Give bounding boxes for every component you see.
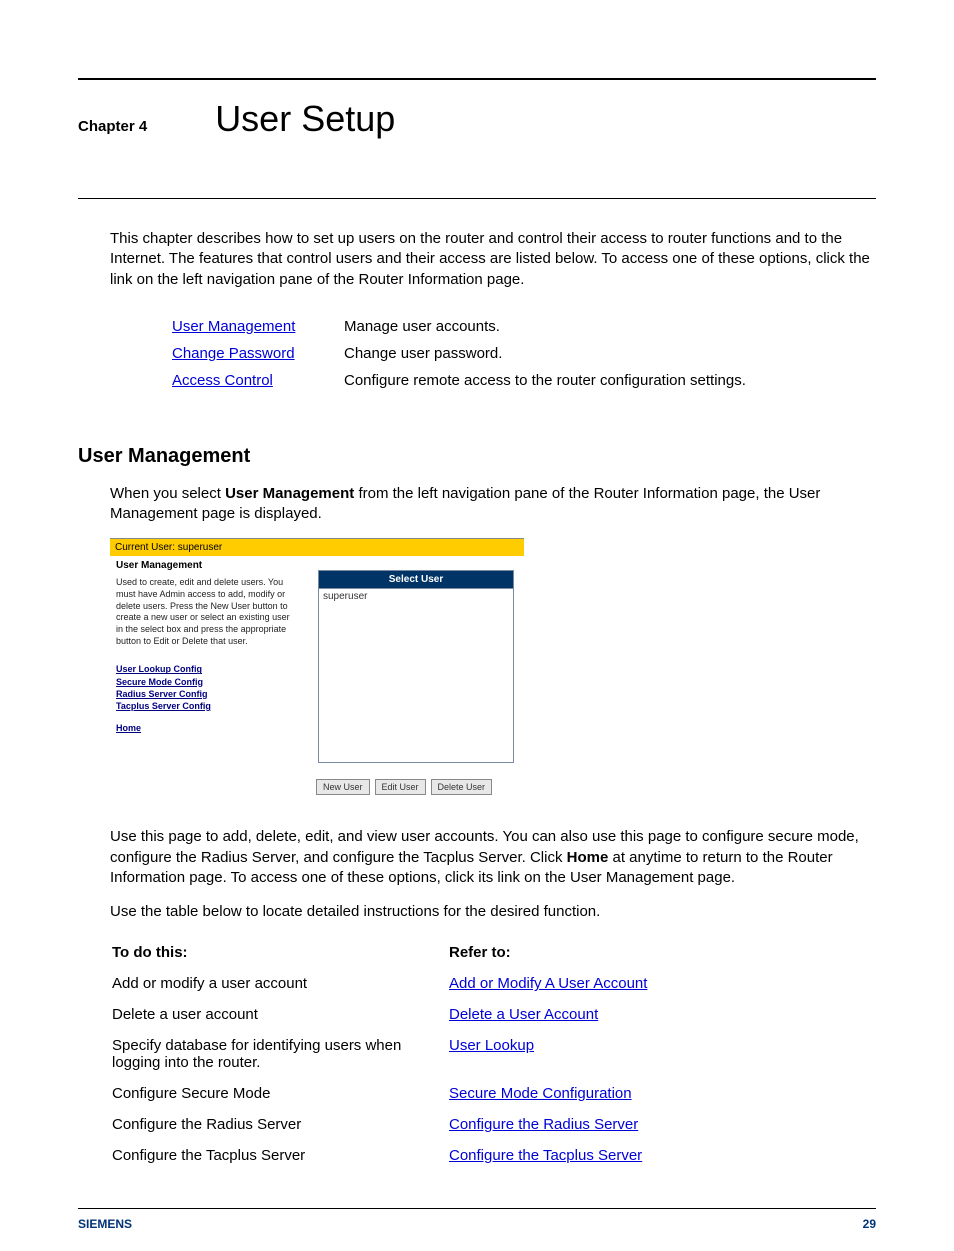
link-secure-mode[interactable]: Secure Mode Configuration (449, 1085, 632, 1102)
edit-user-button[interactable]: Edit User (375, 779, 426, 795)
ss-nav-tacplus[interactable]: Tacplus Server Config (116, 700, 298, 712)
link-delete-user[interactable]: Delete a User Account (449, 1006, 598, 1023)
footer: SIEMENS 29 (78, 1208, 876, 1231)
table-row: Configure the Tacplus Server Configure t… (112, 1141, 874, 1170)
ss-nav: User Lookup Config Secure Mode Config Ra… (116, 663, 298, 734)
bold-text: User Management (225, 485, 354, 502)
footer-brand: SIEMENS (78, 1217, 132, 1231)
intro-paragraph: This chapter describes how to set up use… (110, 229, 876, 290)
ref-head-right: Refer to: (449, 938, 874, 967)
feature-row: Change Password Change user password. (172, 341, 746, 366)
feature-row: Access Control Configure remote access t… (172, 368, 746, 393)
chapter-label: Chapter 4 (78, 118, 147, 135)
link-change-password[interactable]: Change Password (172, 345, 295, 362)
ss-banner: Current User: superuser (110, 539, 524, 556)
chapter-header: Chapter 4 User Setup (78, 98, 876, 140)
link-access-control[interactable]: Access Control (172, 372, 273, 389)
table-row: Delete a user account Delete a User Acco… (112, 1000, 874, 1029)
table-row: Add or modify a user account Add or Modi… (112, 969, 874, 998)
ref-left: Configure the Radius Server (112, 1110, 447, 1139)
ss-description: Used to create, edit and delete users. Y… (116, 577, 298, 647)
ss-nav-secure-mode[interactable]: Secure Mode Config (116, 676, 298, 688)
table-row: Configure Secure Mode Secure Mode Config… (112, 1079, 874, 1108)
delete-user-button[interactable]: Delete User (431, 779, 493, 795)
after-ss-para-2: Use the table below to locate detailed i… (110, 902, 876, 922)
feature-desc: Manage user accounts. (344, 314, 746, 339)
reference-table: To do this: Refer to: Add or modify a us… (110, 936, 876, 1172)
bold-text: Home (567, 849, 609, 866)
section-intro: When you select User Management from the… (110, 484, 876, 525)
ss-select-header: Select User (318, 570, 514, 588)
text: When you select (110, 485, 225, 502)
section-heading: User Management (78, 445, 876, 468)
feature-row: User Management Manage user accounts. (172, 314, 746, 339)
ss-title: User Management (116, 560, 298, 571)
top-rule (78, 78, 876, 80)
feature-desc: Change user password. (344, 341, 746, 366)
ref-left: Configure the Tacplus Server (112, 1141, 447, 1170)
chapter-title: User Setup (215, 98, 395, 140)
ss-nav-home[interactable]: Home (116, 722, 298, 734)
ss-nav-user-lookup[interactable]: User Lookup Config (116, 663, 298, 675)
ss-select-box[interactable]: superuser (318, 588, 514, 763)
ref-left: Configure Secure Mode (112, 1079, 447, 1108)
after-ss-para-1: Use this page to add, delete, edit, and … (110, 827, 876, 888)
ref-head-left: To do this: (112, 938, 447, 967)
footer-page: 29 (863, 1217, 876, 1231)
feature-table: User Management Manage user accounts. Ch… (170, 312, 748, 395)
mid-rule (78, 198, 876, 199)
feature-desc: Configure remote access to the router co… (344, 368, 746, 393)
link-radius-server[interactable]: Configure the Radius Server (449, 1116, 638, 1133)
link-add-modify-user[interactable]: Add or Modify A User Account (449, 975, 647, 992)
ref-left: Add or modify a user account (112, 969, 447, 998)
ref-left: Specify database for identifying users w… (112, 1031, 447, 1077)
ref-left: Delete a user account (112, 1000, 447, 1029)
embedded-screenshot: Current User: superuser User Management … (110, 538, 524, 803)
table-row: Configure the Radius Server Configure th… (112, 1110, 874, 1139)
ss-select-item[interactable]: superuser (323, 591, 509, 602)
ss-nav-radius[interactable]: Radius Server Config (116, 688, 298, 700)
link-user-management[interactable]: User Management (172, 318, 295, 335)
table-row: Specify database for identifying users w… (112, 1031, 874, 1077)
new-user-button[interactable]: New User (316, 779, 370, 795)
link-tacplus-server[interactable]: Configure the Tacplus Server (449, 1147, 642, 1164)
link-user-lookup[interactable]: User Lookup (449, 1037, 534, 1054)
